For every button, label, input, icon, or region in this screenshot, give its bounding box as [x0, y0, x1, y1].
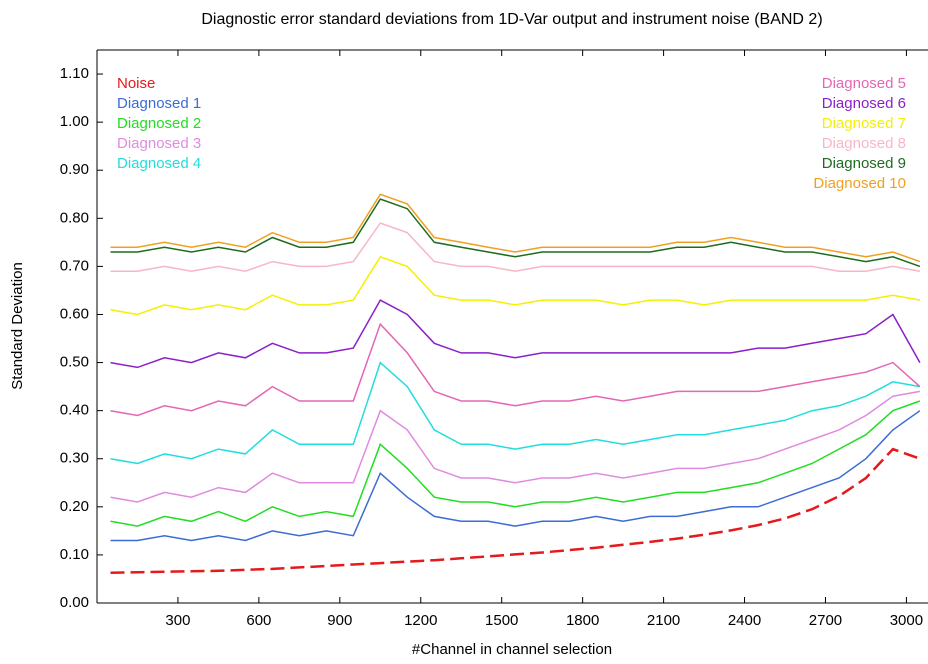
- y-tick-label: 1.00: [60, 113, 89, 130]
- plot-area: [110, 193, 921, 574]
- legend-entry: Diagnosed 6: [822, 95, 906, 112]
- x-tick-label: 1500: [485, 612, 518, 629]
- y-tick-label: 0.50: [60, 354, 89, 371]
- series-line: [110, 198, 921, 268]
- legend-entry: Diagnosed 1: [117, 95, 201, 112]
- y-tick-label: 0.20: [60, 498, 89, 515]
- series-line: [110, 447, 921, 574]
- legend-entry: Diagnosed 2: [117, 115, 201, 132]
- x-tick-label: 1200: [404, 612, 437, 629]
- series-line: [110, 400, 921, 527]
- x-tick-label: 3000: [890, 612, 923, 629]
- series-line: [110, 361, 921, 465]
- legend-entry: Noise: [117, 75, 155, 92]
- series-line: [110, 299, 921, 369]
- y-tick-label: 0.80: [60, 209, 89, 226]
- x-axis-label: #Channel in channel selection: [412, 641, 612, 658]
- x-tick-label: 900: [327, 612, 352, 629]
- series-line: [110, 222, 921, 272]
- legend-entry: Diagnosed 7: [822, 115, 906, 132]
- y-axis-label: Standard Deviation: [9, 262, 26, 390]
- series-line: [110, 390, 921, 503]
- y-tick-label: 1.10: [60, 65, 89, 82]
- y-tick-label: 0.30: [60, 450, 89, 467]
- legend-entry: Diagnosed 4: [117, 155, 201, 172]
- legend-entry: Diagnosed 9: [822, 155, 906, 172]
- y-tick-label: 0.70: [60, 257, 89, 274]
- series-line: [110, 322, 921, 417]
- series-line: [110, 410, 921, 542]
- legend-entry: Diagnosed 3: [117, 135, 201, 152]
- series-line: [110, 193, 921, 263]
- y-tick-label: 0.00: [60, 594, 89, 611]
- y-tick-label: 0.90: [60, 161, 89, 178]
- x-tick-label: 600: [246, 612, 271, 629]
- chart-title: Diagnostic error standard deviations fro…: [201, 11, 822, 28]
- x-tick-label: 2100: [647, 612, 680, 629]
- y-tick-label: 0.40: [60, 402, 89, 419]
- x-tick-label: 1800: [566, 612, 599, 629]
- legend-entry: Diagnosed 8: [822, 135, 906, 152]
- legend-entry: Diagnosed 10: [813, 175, 906, 192]
- x-tick-label: 2400: [728, 612, 761, 629]
- series-line: [110, 255, 921, 316]
- x-tick-label: 300: [165, 612, 190, 629]
- x-tick-label: 2700: [809, 612, 842, 629]
- y-tick-label: 0.60: [60, 305, 89, 322]
- y-tick-label: 0.10: [60, 546, 89, 563]
- legend-entry: Diagnosed 5: [822, 75, 906, 92]
